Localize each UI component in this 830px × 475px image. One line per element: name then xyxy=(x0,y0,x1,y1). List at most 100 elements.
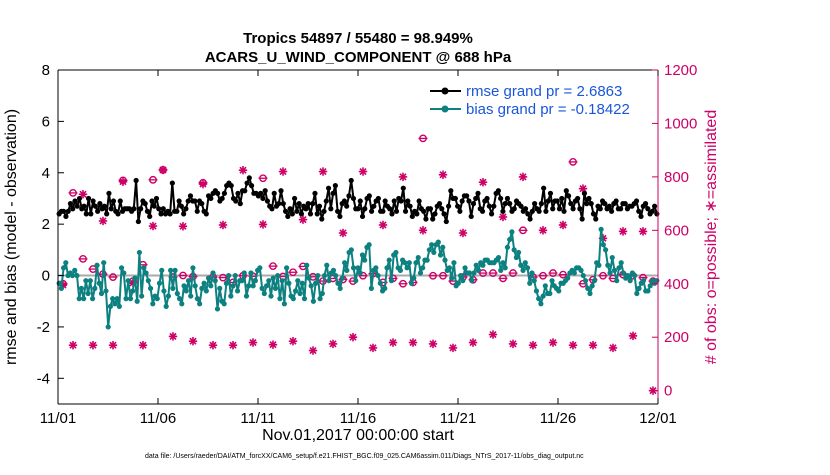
bias-point xyxy=(223,280,230,286)
rmse-point xyxy=(448,188,454,194)
x-tick-label: 11/11 xyxy=(240,410,275,427)
rmse-point xyxy=(636,208,642,214)
bias-point xyxy=(277,296,283,302)
obs-possible-marker xyxy=(548,269,558,277)
obs-star-d2 xyxy=(439,171,447,179)
bias-point xyxy=(342,260,348,266)
rmse-point xyxy=(133,177,139,184)
rmse-point xyxy=(90,198,96,204)
bias-point xyxy=(350,265,357,271)
rmse-point xyxy=(332,183,338,189)
obs-possible-marker xyxy=(398,279,408,288)
obs-star-d2 xyxy=(469,338,477,347)
bias-point xyxy=(326,278,332,284)
rmse-point xyxy=(194,208,200,214)
rmse-point xyxy=(538,201,544,207)
obs-star-d2 xyxy=(309,346,317,355)
obs-assimilated-marker xyxy=(568,341,578,350)
obs-star-d2 xyxy=(509,340,517,348)
bias-point xyxy=(308,283,314,289)
obs-star-d2 xyxy=(249,338,257,347)
bias-point xyxy=(246,283,252,289)
obs-assimilated-marker xyxy=(548,338,558,347)
obs-assimilated-marker xyxy=(428,339,438,349)
y-right-tick-label: 200 xyxy=(664,329,689,346)
y-right-tick-label: 1200 xyxy=(664,62,697,79)
x-tick-label: 12/01 xyxy=(639,410,677,427)
bias-point xyxy=(317,296,323,302)
obs-star-d2 xyxy=(199,180,207,188)
rmse-point xyxy=(432,211,438,217)
axes-group: 11/01 11/06 11/11 11/16 11/21 11/26 12/01 -4 -2 0… xyxy=(37,62,698,427)
bias-point xyxy=(355,265,361,271)
bias-point xyxy=(556,288,562,294)
obs-star-d2 xyxy=(239,166,247,174)
y-left-tick-label: 6 xyxy=(42,113,50,130)
bias-point xyxy=(310,298,316,304)
obs-star-d2 xyxy=(299,216,307,224)
obs-possible-marker xyxy=(498,274,508,283)
obs-assimilated-marker xyxy=(138,341,148,350)
bias-point xyxy=(241,270,247,276)
bias-point xyxy=(172,267,178,273)
rmse-point xyxy=(414,211,420,217)
rmse-point xyxy=(486,203,492,209)
rmse-point xyxy=(233,198,239,204)
bias-point xyxy=(431,249,437,256)
bias-point xyxy=(533,288,540,294)
obs-star-d2 xyxy=(449,344,457,352)
bias-point xyxy=(524,265,531,271)
bias-point xyxy=(388,278,395,284)
obs-assimilated-marker xyxy=(588,341,598,350)
obs-star-d2 xyxy=(189,337,197,345)
bias-point xyxy=(618,260,624,266)
bias-point xyxy=(471,270,477,276)
obs-assimilated-marker xyxy=(258,220,268,229)
rmse-point xyxy=(559,195,565,202)
rmse-point xyxy=(445,203,452,209)
bias-point xyxy=(116,303,122,309)
obs-assimilated-marker xyxy=(498,212,508,222)
rmse-point xyxy=(307,211,314,217)
bias-point xyxy=(335,280,341,286)
obs-assimilated-marker xyxy=(68,341,78,350)
rmse-point xyxy=(387,206,393,212)
bias-point xyxy=(176,296,183,302)
bias-point xyxy=(257,265,263,271)
rmse-point xyxy=(74,203,80,209)
bias-point xyxy=(571,270,577,276)
bias-point xyxy=(168,267,174,273)
bias-point xyxy=(83,278,89,284)
obs-star-d2 xyxy=(389,338,397,347)
rmse-point xyxy=(65,208,71,214)
rmse-point xyxy=(375,195,381,202)
rmse-point xyxy=(541,185,547,191)
rmse-point xyxy=(409,213,415,220)
rmse-point xyxy=(532,201,538,207)
bias-point xyxy=(201,280,207,286)
bias-point xyxy=(417,270,424,276)
bias-point xyxy=(475,267,482,273)
rmse-point xyxy=(138,206,144,212)
obs-star-d2 xyxy=(629,332,637,340)
rmse-point xyxy=(350,195,357,202)
rmse-point xyxy=(389,211,395,217)
rmse-point xyxy=(359,213,366,220)
rmse-point xyxy=(371,203,377,209)
bias-point xyxy=(127,296,134,302)
rmse-point xyxy=(355,206,361,212)
rmse-point xyxy=(588,201,594,207)
obs-star-d2 xyxy=(139,341,147,349)
bias-point xyxy=(591,278,598,284)
y-left-tick-label: 4 xyxy=(42,165,50,182)
obs-star-d2 xyxy=(429,340,437,348)
rmse-point xyxy=(276,201,282,207)
rmse-point xyxy=(278,188,284,194)
rmse-point xyxy=(584,201,590,207)
obs-star-d2 xyxy=(89,341,97,349)
obs-assimilated-marker xyxy=(328,339,338,349)
bias-point xyxy=(408,280,415,286)
bias-point xyxy=(58,285,64,291)
obs-star-d2 xyxy=(579,185,587,193)
bias-point xyxy=(114,296,120,302)
